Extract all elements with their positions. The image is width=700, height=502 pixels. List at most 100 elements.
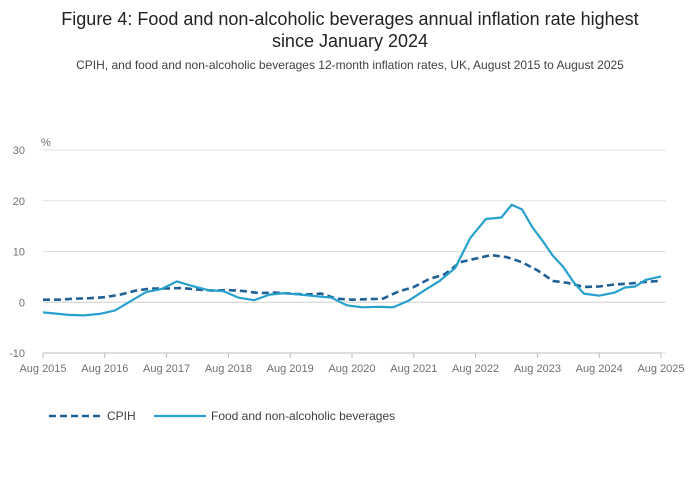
- data-point-cpih: [506, 256, 508, 258]
- data-point-cpih: [258, 292, 260, 294]
- data-point-cpih: [629, 283, 631, 285]
- data-point-cpih: [490, 254, 492, 256]
- data-point-cpih: [521, 261, 523, 263]
- data-point-food: [130, 300, 132, 302]
- data-point-food: [562, 266, 564, 268]
- x-tick-label: Aug 2021: [390, 363, 437, 375]
- chart-subtitle: CPIH, and food and non-alcoholic beverag…: [76, 58, 624, 72]
- data-point-food: [145, 291, 147, 293]
- data-point-food: [83, 315, 85, 317]
- data-point-cpih: [382, 298, 384, 300]
- data-point-cpih: [150, 288, 152, 290]
- data-point-food: [454, 267, 456, 269]
- data-point-food: [660, 276, 662, 278]
- y-tick-label: 30: [13, 145, 25, 157]
- legend-item-food: Food and non-alcoholic beverages: [154, 409, 395, 423]
- data-point-cpih: [243, 290, 245, 292]
- x-tick-label: Aug 2024: [576, 363, 623, 375]
- data-point-food: [207, 289, 209, 291]
- data-point-food: [222, 290, 224, 292]
- x-tick-label: Aug 2022: [452, 363, 499, 375]
- data-point-cpih: [42, 299, 44, 301]
- data-point-food: [485, 218, 487, 220]
- x-tick-label: Aug 2019: [267, 363, 314, 375]
- data-point-cpih: [320, 293, 322, 295]
- data-point-food: [176, 281, 178, 283]
- legend-item-cpih: CPIH: [49, 409, 136, 423]
- data-point-cpih: [475, 258, 477, 260]
- data-point-food: [346, 304, 348, 306]
- data-point-food: [114, 310, 116, 312]
- x-tick-label: Aug 2020: [328, 363, 375, 375]
- data-point-food: [331, 297, 333, 299]
- series-line-cpih: [43, 253, 662, 301]
- legend-label: Food and non-alcoholic beverages: [211, 409, 395, 423]
- x-tick-label: Aug 2017: [143, 363, 190, 375]
- data-point-food: [614, 292, 616, 294]
- data-point-food: [392, 306, 394, 308]
- data-point-cpih: [397, 291, 399, 293]
- data-point-food: [191, 285, 193, 287]
- data-point-food: [598, 295, 600, 297]
- data-point-cpih: [351, 299, 353, 301]
- data-point-food: [552, 255, 554, 257]
- data-point-cpih: [104, 296, 106, 298]
- data-point-cpih: [367, 298, 369, 300]
- x-tick-label: Aug 2023: [514, 363, 561, 375]
- series-lines: [42, 203, 662, 317]
- chart-title: Figure 4: Food and non-alcoholic beverag…: [0, 8, 700, 52]
- chart-title-line-1: Figure 4: Food and non-alcoholic beverag…: [61, 9, 639, 29]
- data-point-food: [315, 295, 317, 297]
- data-point-food: [408, 300, 410, 302]
- data-point-food: [542, 240, 544, 242]
- data-point-cpih: [228, 289, 230, 291]
- data-point-cpih: [73, 298, 75, 300]
- data-point-food: [439, 280, 441, 282]
- data-point-food: [300, 294, 302, 296]
- data-point-cpih: [598, 286, 600, 288]
- x-tick-label: Aug 2016: [81, 363, 128, 375]
- legend: CPIH Food and non-alcoholic beverages: [49, 409, 395, 423]
- axes: 30 20 10 0 -10% Aug 2015 Aug 2016 Aug 2017 Aug 2…: [9, 137, 684, 375]
- data-point-cpih: [197, 289, 199, 291]
- series-line-food: [42, 203, 662, 317]
- data-point-food: [42, 312, 44, 314]
- data-point-cpih: [614, 284, 616, 286]
- x-tick-label: Aug 2018: [205, 363, 252, 375]
- data-point-food: [624, 287, 626, 289]
- data-point-cpih: [428, 278, 430, 280]
- data-point-food: [68, 314, 70, 316]
- gridlines: [43, 149, 666, 354]
- x-tick-label: Aug 2015: [19, 363, 66, 375]
- data-point-food: [161, 288, 163, 290]
- y-tick-label: 0: [19, 297, 25, 309]
- data-point-food: [377, 306, 379, 308]
- y-tick-label: -10: [9, 348, 25, 360]
- y-tick-label: 10: [13, 247, 25, 259]
- legend-label: CPIH: [107, 409, 136, 423]
- chart-title-line-2: since January 2024: [271, 31, 429, 51]
- data-point-cpih: [552, 280, 554, 282]
- data-point-food: [573, 281, 575, 283]
- data-point-cpih: [413, 286, 415, 288]
- data-point-food: [52, 313, 54, 315]
- data-point-food: [645, 279, 647, 281]
- data-point-food: [531, 226, 533, 228]
- data-point-food: [253, 299, 255, 301]
- data-point-cpih: [119, 294, 121, 296]
- data-point-cpih: [567, 282, 569, 284]
- data-point-food: [501, 217, 503, 219]
- data-point-cpih: [537, 269, 539, 271]
- data-point-cpih: [88, 297, 90, 299]
- data-point-food: [470, 237, 472, 239]
- data-point-cpih: [583, 286, 585, 288]
- y-axis-label: %: [41, 137, 51, 149]
- data-point-food: [361, 306, 363, 308]
- data-point-cpih: [660, 280, 662, 282]
- data-point-food: [269, 294, 271, 296]
- data-point-food: [583, 293, 585, 295]
- data-point-food: [284, 292, 286, 294]
- data-point-food: [238, 297, 240, 299]
- data-point-food: [423, 290, 425, 292]
